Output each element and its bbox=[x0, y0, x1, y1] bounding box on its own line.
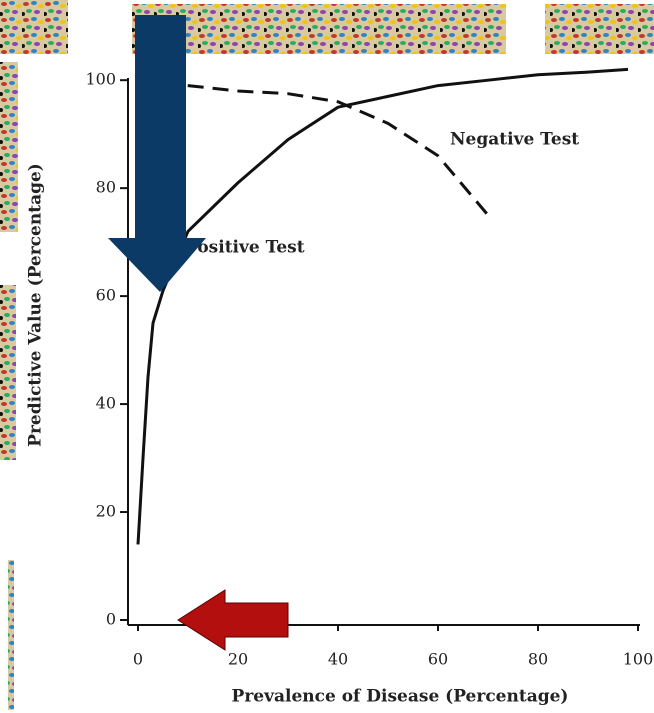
y-tick-label: 0 bbox=[106, 610, 116, 629]
y-tick-label: 40 bbox=[96, 394, 116, 413]
x-tick-label: 80 bbox=[528, 650, 548, 669]
y-axis-label: Predictive Value (Percentage) bbox=[26, 163, 46, 447]
x-tick-label: 0 bbox=[133, 650, 143, 669]
series-line bbox=[136, 67, 629, 545]
plot: 0 20 40 60 80 100 0 20 40 60 80 100 bbox=[85, 67, 654, 669]
annotation: Negative Test bbox=[450, 130, 579, 150]
x-tick-label: 40 bbox=[328, 650, 348, 669]
overlay-arrows bbox=[108, 15, 289, 651]
y-tick-label: 100 bbox=[85, 70, 116, 89]
annotation: Positive Test bbox=[185, 238, 305, 258]
axes bbox=[127, 78, 640, 626]
series-line bbox=[137, 78, 490, 217]
x-tick-label: 100 bbox=[623, 650, 654, 669]
y-tick-label: 80 bbox=[96, 178, 116, 197]
x-axis-label: Prevalence of Disease (Percentage) bbox=[232, 687, 569, 707]
y-tick-label: 20 bbox=[96, 502, 116, 521]
x-tick-label: 20 bbox=[228, 650, 248, 669]
y-tick-label: 60 bbox=[96, 286, 116, 305]
x-tick-label: 60 bbox=[428, 650, 448, 669]
